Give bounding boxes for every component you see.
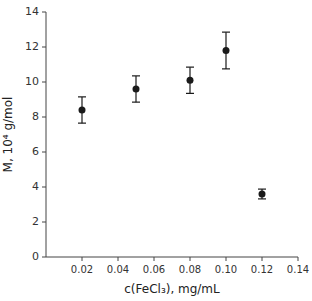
x-tick: [298, 257, 299, 261]
plot-area: [78, 32, 266, 199]
x-axis-line: [46, 257, 298, 258]
error-bar-cap: [258, 198, 266, 199]
x-axis-label: c(FeCl₃), mg/mL: [124, 282, 220, 296]
x-tick: [154, 257, 155, 261]
y-tick: [42, 257, 46, 258]
y-tick: [42, 187, 46, 188]
y-tick-label: 0: [32, 250, 39, 263]
x-tick-label: 0.12: [251, 264, 273, 275]
y-tick: [42, 47, 46, 48]
x-tick: [262, 257, 263, 261]
y-tick: [42, 82, 46, 83]
point: [79, 107, 86, 114]
y-tick-label: 8: [32, 110, 39, 123]
error-bar-cap: [78, 96, 86, 97]
point: [187, 77, 194, 84]
x-tick-label: 0.08: [179, 264, 201, 275]
x-tick: [118, 257, 119, 261]
error-bar-cap: [258, 189, 266, 190]
x-tick-label: 0.06: [143, 264, 165, 275]
x-tick-label: 0.04: [107, 264, 129, 275]
y-axis-line: [46, 12, 47, 257]
error-bar-cap: [186, 93, 194, 94]
x-tick: [226, 257, 227, 261]
error-bar: [222, 32, 230, 69]
axes: 0 2 4 6 8 10 12 14 0.02 0.04 0.06 0.08 0.10 0.12 0.14: [25, 5, 309, 275]
y-tick-label: 2: [32, 215, 39, 228]
error-bar-cap: [186, 67, 194, 68]
y-tick-label: 4: [32, 180, 39, 193]
error-bar: [78, 97, 86, 123]
background: [0, 0, 312, 301]
point: [133, 86, 140, 93]
x-tick: [82, 257, 83, 261]
error-bar: [258, 189, 266, 199]
x-tick-label: 0.02: [71, 264, 93, 275]
point: [223, 47, 230, 54]
error-bar-cap: [78, 123, 86, 124]
point: [259, 191, 266, 198]
error-bar-cap: [222, 32, 230, 33]
y-tick-label: 12: [25, 40, 39, 53]
y-tick: [42, 152, 46, 153]
y-axis-label: M, 10⁴ g/mol: [1, 97, 15, 173]
error-bar-cap: [132, 102, 140, 103]
x-tick-label: 0.10: [215, 264, 237, 275]
y-tick-label: 6: [32, 145, 39, 158]
error-bar: [186, 67, 194, 93]
y-tick: [42, 12, 46, 13]
y-tick: [42, 222, 46, 223]
x-tick-label: 0.14: [287, 264, 309, 275]
y-tick: [42, 117, 46, 118]
chart: 0 2 4 6 8 10 12 14 0.02 0.04 0.06 0.08 0.10 0.12 0.14 c…: [0, 0, 312, 301]
error-bar: [132, 76, 140, 102]
y-tick-label: 14: [25, 5, 39, 18]
error-bar-cap: [222, 68, 230, 69]
x-tick: [190, 257, 191, 261]
y-tick-label: 10: [25, 75, 39, 88]
error-bar-cap: [132, 75, 140, 76]
